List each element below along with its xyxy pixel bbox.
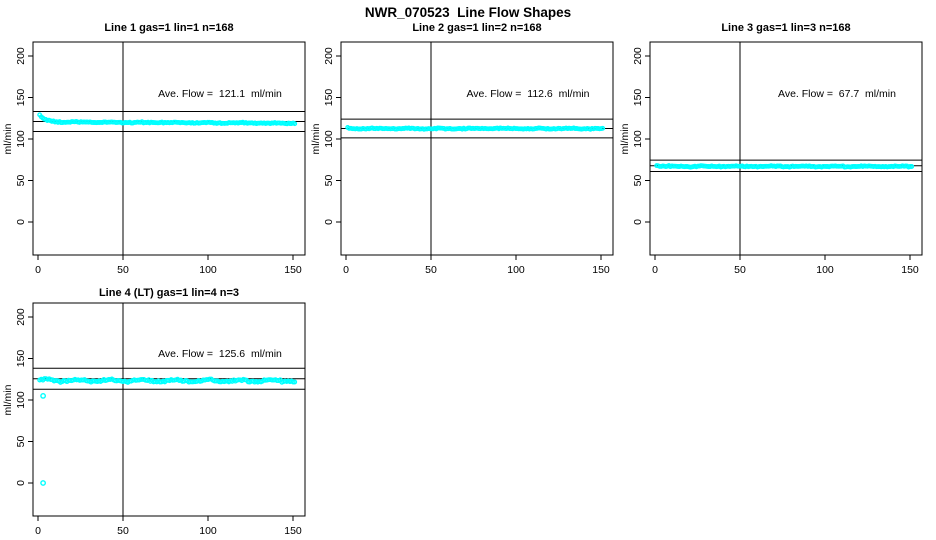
panel-line-1: Line 1 gas=1 lin=1 n=168 Ave. Flow = 121… (2, 22, 306, 276)
x-tick-label: 150 (901, 264, 919, 276)
x-tick-label: 100 (507, 264, 525, 276)
y-tick-label: 200 (632, 47, 644, 65)
y-tick-label: 50 (15, 436, 27, 448)
data-point (292, 121, 298, 127)
plot-box (32, 41, 306, 256)
x-tick-label: 50 (734, 264, 746, 276)
axes: 0 50 100 150 0 50 100 150 200 (632, 47, 919, 276)
y-tick-label: 150 (323, 89, 335, 107)
y-tick-label: 200 (15, 47, 27, 65)
y-tick-label: 150 (15, 89, 27, 107)
y-tick-label: 0 (15, 480, 27, 486)
data-points (345, 125, 606, 132)
outlier-point (40, 480, 46, 486)
panel-title: Line 4 (LT) gas=1 lin=4 n=3 (99, 287, 239, 299)
panel-plot-area: 0 50 100 150 0 50 100 150 200 (632, 41, 923, 276)
plot-box (32, 302, 306, 517)
x-tick-label: 150 (592, 264, 610, 276)
plot-box (649, 41, 923, 256)
y-tick-label: 50 (632, 175, 644, 187)
x-tick-label: 100 (199, 525, 217, 537)
ave-flow-annotation: Ave. Flow = 125.6 ml/min (158, 348, 282, 360)
panel-title: Line 3 gas=1 lin=3 n=168 (721, 22, 850, 34)
axes: 0 50 100 150 0 50 100 150 200 (323, 47, 610, 276)
axes: 0 50 100 150 0 50 100 150 200 (15, 47, 302, 276)
y-tick-label: 100 (632, 130, 644, 148)
y-axis-label: ml/min (619, 123, 631, 154)
x-tick-label: 50 (117, 264, 129, 276)
x-tick-label: 0 (35, 525, 41, 537)
data-points (37, 376, 298, 486)
y-tick-label: 0 (15, 219, 27, 225)
plot-box (340, 41, 614, 256)
x-tick-label: 150 (284, 264, 302, 276)
y-tick-label: 50 (15, 175, 27, 187)
figure-title: NWR_070523 Line Flow Shapes (365, 5, 571, 20)
y-tick-label: 100 (323, 130, 335, 148)
axes: 0 50 100 150 0 50 100 150 200 (15, 308, 302, 537)
x-tick-label: 0 (652, 264, 658, 276)
data-point (909, 164, 915, 169)
y-tick-label: 50 (323, 175, 335, 187)
x-tick-label: 100 (816, 264, 834, 276)
y-tick-label: 100 (15, 130, 27, 148)
data-points (654, 163, 915, 170)
ave-flow-annotation: Ave. Flow = 121.1 ml/min (158, 88, 282, 100)
ave-flow-annotation: Ave. Flow = 67.7 ml/min (778, 88, 896, 100)
panel-plot-area: 0 50 100 150 0 50 100 150 200 (15, 302, 306, 537)
x-tick-label: 0 (35, 264, 41, 276)
x-tick-label: 50 (425, 264, 437, 276)
y-tick-label: 0 (323, 219, 335, 225)
y-tick-label: 150 (632, 89, 644, 107)
y-axis-label: ml/min (2, 384, 14, 415)
y-axis-label: ml/min (310, 123, 322, 154)
panel-plot-area: 0 50 100 150 0 50 100 150 200 (15, 41, 306, 276)
ave-flow-annotation: Ave. Flow = 112.6 ml/min (466, 88, 589, 100)
panel-line-3: Line 3 gas=1 lin=3 n=168 Ave. Flow = 67.… (619, 22, 923, 276)
y-tick-label: 200 (15, 308, 27, 326)
outlier-point (40, 392, 46, 399)
y-axis-label: ml/min (2, 123, 14, 154)
data-point (600, 125, 606, 131)
x-tick-label: 150 (284, 525, 302, 537)
x-tick-label: 50 (117, 525, 129, 537)
y-tick-label: 0 (632, 219, 644, 225)
data-point (292, 379, 298, 385)
panel-line-2: Line 2 gas=1 lin=2 n=168 Ave. Flow = 112… (310, 22, 614, 276)
panel-title: Line 1 gas=1 lin=1 n=168 (104, 22, 233, 34)
x-tick-label: 100 (199, 264, 217, 276)
y-tick-label: 100 (15, 391, 27, 409)
y-tick-label: 200 (323, 47, 335, 65)
panel-title: Line 2 gas=1 lin=2 n=168 (412, 22, 541, 34)
panel-plot-area: 0 50 100 150 0 50 100 150 200 (323, 41, 614, 276)
x-tick-label: 0 (343, 264, 349, 276)
panel-line-4: Line 4 (LT) gas=1 lin=4 n=3 Ave. Flow = … (2, 287, 306, 537)
y-tick-label: 150 (15, 350, 27, 368)
data-points (37, 112, 298, 127)
